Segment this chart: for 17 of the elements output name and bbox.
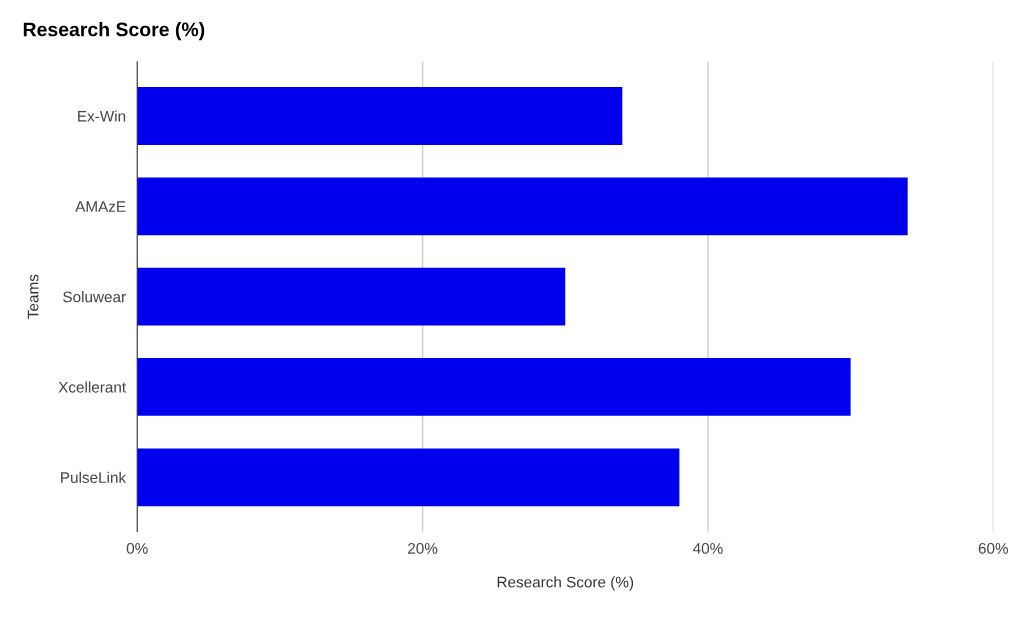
chart-title: Research Score (%)	[23, 22, 205, 41]
y-tick-label: PulseLink	[61, 471, 127, 483]
x-tick-label: 0%	[126, 542, 148, 554]
bar	[137, 448, 680, 507]
bar	[137, 267, 566, 326]
x-axis-title: Research Score (%)	[497, 576, 634, 591]
y-tick-label: AMAzE	[75, 201, 126, 212]
bar	[137, 177, 908, 236]
x-tick-label: 60%	[978, 542, 1009, 554]
bar	[137, 87, 623, 145]
y-tick-label: Xcellerant	[58, 381, 126, 393]
y-tick-label: Ex-Win	[78, 110, 126, 122]
y-axis-title: Teams	[27, 274, 39, 319]
bar	[137, 358, 851, 416]
y-tick-label: Soluwear	[63, 291, 126, 303]
x-tick-label: 20%	[408, 542, 438, 554]
x-tick-label: 40%	[692, 542, 723, 554]
